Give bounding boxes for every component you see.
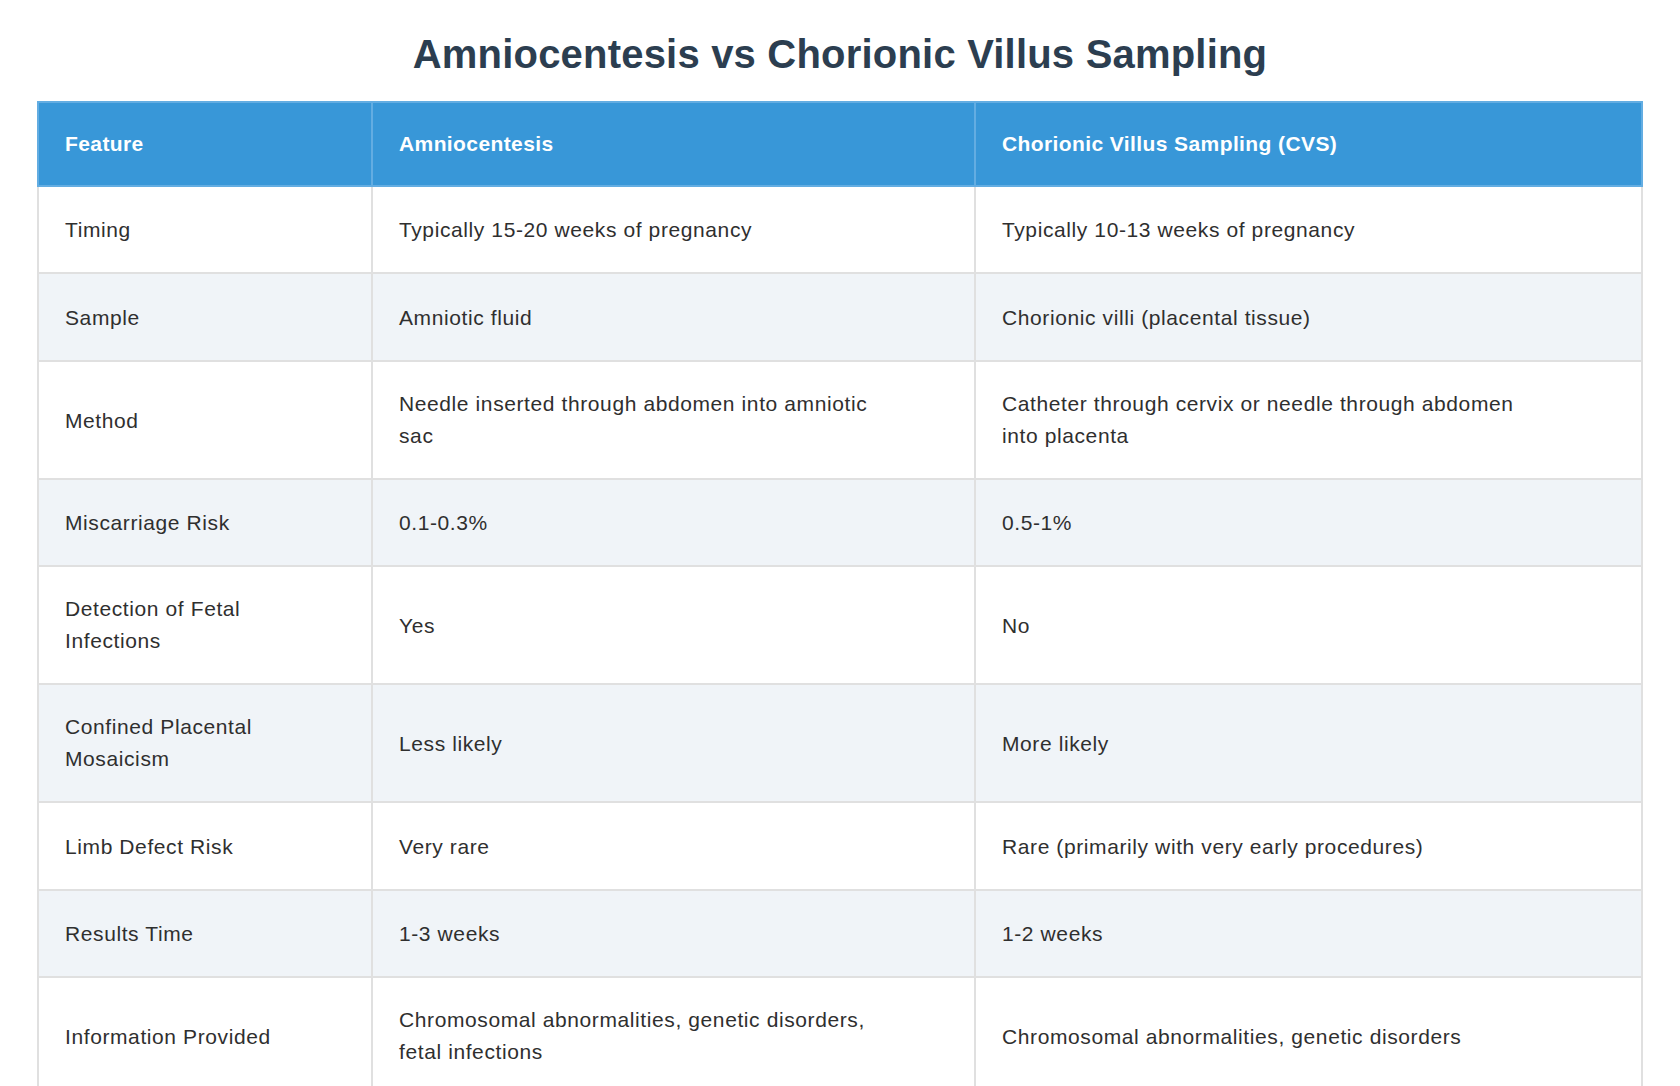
- table-header-row: Feature Amniocentesis Chorionic Villus S…: [38, 102, 1642, 186]
- cell-text: Amniotic fluid: [399, 302, 532, 334]
- comparison-table: Feature Amniocentesis Chorionic Villus S…: [37, 101, 1643, 1086]
- cell-text: Yes: [399, 610, 435, 642]
- table-row: Detection of Fetal Infections Yes No: [38, 566, 1642, 684]
- feature-cell: Timing: [38, 186, 372, 273]
- cvs-cell: Rare (primarily with very early procedur…: [975, 802, 1642, 889]
- cell-text: Information Provided: [65, 1021, 271, 1053]
- cvs-cell: 1-2 weeks: [975, 890, 1642, 977]
- cell-text: Chorionic villi (placental tissue): [1002, 302, 1311, 334]
- cell-text: 0.1-0.3%: [399, 507, 488, 539]
- amniocentesis-cell: Amniotic fluid: [372, 273, 975, 360]
- cell-text: Limb Defect Risk: [65, 831, 233, 863]
- cell-text: Needle inserted through abdomen into amn…: [399, 388, 889, 452]
- cell-text: 1-2 weeks: [1002, 918, 1103, 950]
- cvs-cell: Chorionic villi (placental tissue): [975, 273, 1642, 360]
- table-row: Information Provided Chromosomal abnormal…: [38, 977, 1642, 1086]
- cell-text: Timing: [65, 214, 131, 246]
- cvs-cell: 0.5-1%: [975, 479, 1642, 566]
- cvs-cell: No: [975, 566, 1642, 684]
- cvs-cell: Chromosomal abnormalities, genetic disor…: [975, 977, 1642, 1086]
- feature-cell: Detection of Fetal Infections: [38, 566, 372, 684]
- table-body: Timing Typically 15-20 weeks of pregnancy…: [38, 186, 1642, 1086]
- cell-text: Very rare: [399, 831, 490, 863]
- table-row: Method Needle inserted through abdomen in…: [38, 361, 1642, 479]
- feature-cell: Limb Defect Risk: [38, 802, 372, 889]
- feature-cell: Information Provided: [38, 977, 372, 1086]
- amniocentesis-cell: Less likely: [372, 684, 975, 802]
- page-title: Amniocentesis vs Chorionic Villus Sampli…: [0, 0, 1680, 77]
- cell-text: Detection of Fetal Infections: [65, 593, 335, 657]
- amniocentesis-cell: 0.1-0.3%: [372, 479, 975, 566]
- cvs-cell: Catheter through cervix or needle throug…: [975, 361, 1642, 479]
- feature-cell: Confined Placental Mosaicism: [38, 684, 372, 802]
- cell-text: Miscarriage Risk: [65, 507, 230, 539]
- cell-text: Typically 15-20 weeks of pregnancy: [399, 214, 752, 246]
- table-row: Sample Amniotic fluid Chorionic villi (pla…: [38, 273, 1642, 360]
- cell-text: Results Time: [65, 918, 194, 950]
- cell-text: Sample: [65, 302, 140, 334]
- amniocentesis-cell: Yes: [372, 566, 975, 684]
- table-row: Miscarriage Risk 0.1-0.3% 0.5-1%: [38, 479, 1642, 566]
- cell-text: Method: [65, 405, 139, 437]
- cell-text: Less likely: [399, 728, 502, 760]
- cvs-cell: Typically 10-13 weeks of pregnancy: [975, 186, 1642, 273]
- feature-cell: Method: [38, 361, 372, 479]
- amniocentesis-cell: Very rare: [372, 802, 975, 889]
- table-row: Timing Typically 15-20 weeks of pregnancy…: [38, 186, 1642, 273]
- cell-text: Confined Placental Mosaicism: [65, 711, 335, 775]
- table-row: Confined Placental Mosaicism Less likely M…: [38, 684, 1642, 802]
- column-header-feature: Feature: [38, 102, 372, 186]
- cell-text: 1-3 weeks: [399, 918, 500, 950]
- table-header: Feature Amniocentesis Chorionic Villus S…: [38, 102, 1642, 186]
- amniocentesis-cell: 1-3 weeks: [372, 890, 975, 977]
- cell-text: Chromosomal abnormalities, genetic disor…: [399, 1004, 889, 1068]
- cell-text: 0.5-1%: [1002, 507, 1072, 539]
- feature-cell: Sample: [38, 273, 372, 360]
- table-row: Results Time 1-3 weeks 1-2 weeks: [38, 890, 1642, 977]
- page: Amniocentesis vs Chorionic Villus Sampli…: [0, 0, 1680, 1086]
- cvs-cell: More likely: [975, 684, 1642, 802]
- cell-text: More likely: [1002, 728, 1109, 760]
- cell-text: Chromosomal abnormalities, genetic disor…: [1002, 1021, 1461, 1053]
- column-header-cvs: Chorionic Villus Sampling (CVS): [975, 102, 1642, 186]
- cell-text: Catheter through cervix or needle throug…: [1002, 388, 1532, 452]
- table-row: Limb Defect Risk Very rare Rare (primarily…: [38, 802, 1642, 889]
- amniocentesis-cell: Needle inserted through abdomen into amn…: [372, 361, 975, 479]
- column-header-amniocentesis: Amniocentesis: [372, 102, 975, 186]
- amniocentesis-cell: Chromosomal abnormalities, genetic disor…: [372, 977, 975, 1086]
- amniocentesis-cell: Typically 15-20 weeks of pregnancy: [372, 186, 975, 273]
- feature-cell: Results Time: [38, 890, 372, 977]
- feature-cell: Miscarriage Risk: [38, 479, 372, 566]
- cell-text: Rare (primarily with very early procedur…: [1002, 831, 1423, 863]
- cell-text: No: [1002, 610, 1030, 642]
- cell-text: Typically 10-13 weeks of pregnancy: [1002, 214, 1355, 246]
